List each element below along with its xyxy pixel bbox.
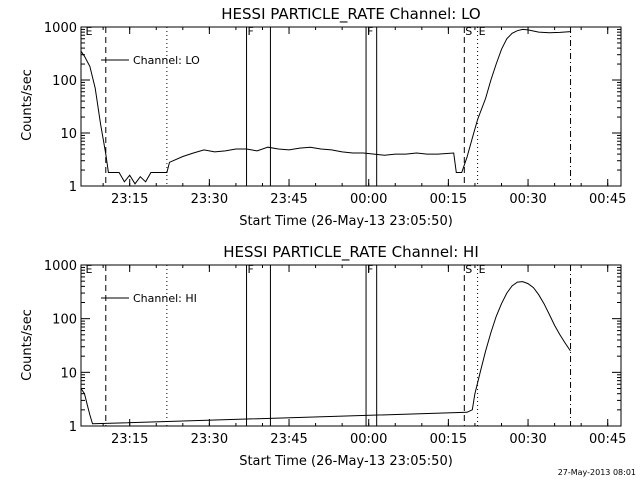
x-tick-label-hi: 23:45 [270, 432, 307, 447]
event-marker-label-lo: E [479, 25, 486, 38]
x-tick-label-hi: 23:15 [111, 432, 148, 447]
chart-title-lo: HESSI PARTICLE_RATE Channel: LO [221, 5, 480, 24]
timestamp-footer: 27-May-2013 08:01 [558, 468, 636, 477]
chart-title-hi: HESSI PARTICLE_RATE Channel: HI [223, 243, 479, 262]
event-marker-label-lo: F [248, 25, 254, 38]
y-tick-label-lo: 10 [60, 127, 77, 142]
legend-label-lo: Channel: LO [133, 54, 200, 67]
y-tick-label-hi: 100 [52, 313, 77, 328]
y-tick-label-hi: 10 [60, 366, 77, 381]
plot-area-hi: 23:15 23:30 23:45 00:00 00:15 00:30 00:45 1 10 10… [44, 259, 627, 447]
x-tick-label-lo: 00:00 [350, 192, 387, 207]
x-axis-label-lo: Start Time (26-May-13 23:05:50) [239, 214, 453, 229]
event-marker-label-hi: F [367, 263, 373, 276]
y-tick-label-lo: 100 [52, 74, 77, 89]
plot-area-lo: 23:15 23:30 23:45 00:00 00:15 00:30 00:45 1 10 10… [44, 21, 627, 207]
x-tick-label-hi: 00:00 [350, 432, 387, 447]
y-tick-label-hi: 1000 [44, 259, 77, 274]
x-tick-label-lo: 00:45 [589, 192, 626, 207]
y-tick-label-lo: 1000 [44, 21, 77, 36]
x-tick-label-hi: 00:45 [589, 432, 626, 447]
x-tick-label-hi: 00:30 [509, 432, 546, 447]
series-line-hi [80, 281, 571, 425]
plot-frame-lo [80, 26, 622, 187]
chart-panel-hi: HESSI PARTICLE_RATE Channel: HI Counts/s… [20, 243, 626, 469]
x-tick-label-hi: 00:15 [430, 432, 467, 447]
event-marker-label-lo: E [86, 25, 93, 38]
chart-panel-lo: HESSI PARTICLE_RATE Channel: LO Counts/s… [20, 5, 626, 229]
x-tick-label-lo: 23:15 [111, 192, 148, 207]
event-marker-label-hi: S [465, 263, 472, 276]
event-marker-label-hi: E [479, 263, 486, 276]
x-tick-label-lo: 00:30 [509, 192, 546, 207]
x-axis-label-hi: Start Time (26-May-13 23:05:50) [239, 454, 453, 469]
event-marker-label-lo: S [465, 25, 472, 38]
plot-frame-hi [80, 264, 622, 427]
x-tick-label-lo: 23:45 [270, 192, 307, 207]
event-marker-label-hi: F [248, 263, 254, 276]
y-axis-label-hi: Counts/sec [20, 309, 35, 381]
series-line-lo [80, 28, 571, 185]
y-axis-label-lo: Counts/sec [20, 69, 35, 141]
y-tick-label-lo: 1 [69, 180, 77, 195]
event-marker-label-lo: F [367, 25, 373, 38]
x-tick-label-hi: 23:30 [191, 432, 228, 447]
event-marker-label-hi: E [86, 263, 93, 276]
y-tick-label-hi: 1 [69, 420, 77, 435]
x-tick-label-lo: 23:30 [191, 192, 228, 207]
x-tick-label-lo: 00:15 [430, 192, 467, 207]
legend-label-hi: Channel: HI [133, 292, 197, 305]
